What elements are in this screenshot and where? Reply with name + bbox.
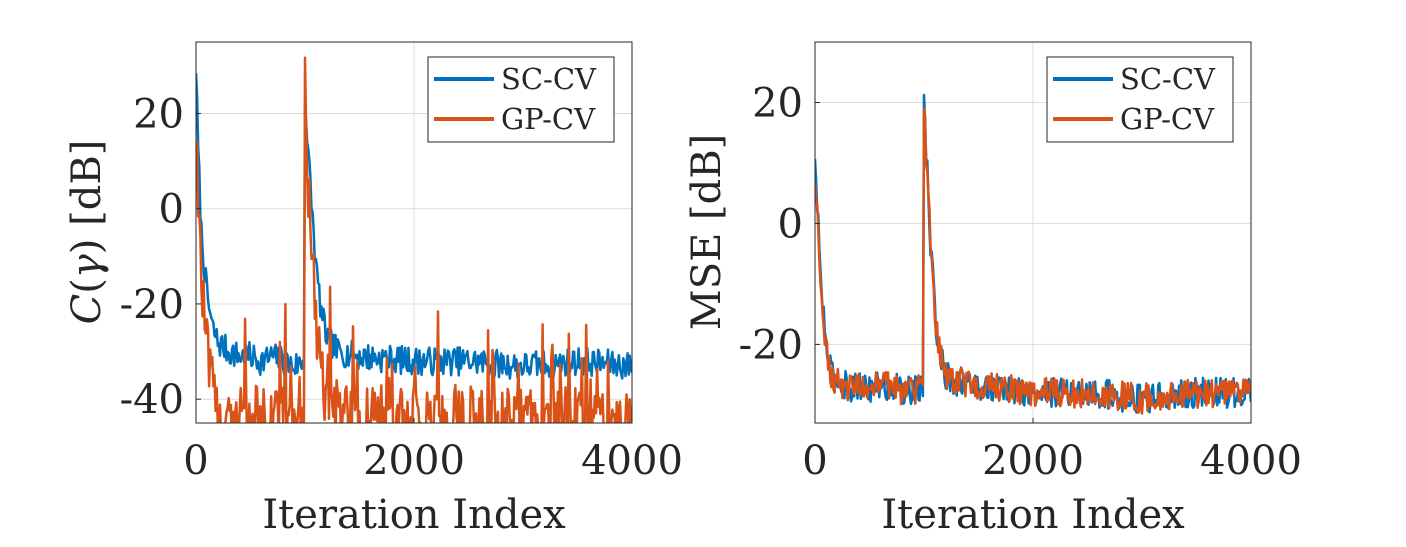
legend-box [1046,56,1234,143]
x-axis-label: Iteration Index [262,492,566,538]
y-tick-label: 20 [752,80,803,126]
y-tick-label: -40 [120,377,184,423]
x-tick-label: 4000 [1200,438,1302,484]
series-line-gp-cv [196,56,632,423]
x-axis-label: Iteration Index [881,492,1185,538]
x-tick-label: 0 [183,438,208,484]
tick-labels: 0 2000 4000 -40 -20 0 20 [120,91,683,484]
ticks [195,112,633,423]
x-tick-label: 2000 [982,438,1084,484]
series-layer [196,56,632,423]
y-tick-label: -20 [739,322,803,368]
legend-label-sc-cv: SC-CV [501,62,597,96]
y-tick-label: -20 [120,282,184,328]
y-tick-label: 0 [778,201,803,247]
legend-label-gp-cv: GP-CV [1120,102,1215,136]
x-tick-label: 2000 [363,438,465,484]
legend-label-gp-cv: GP-CV [501,102,596,136]
series-line-gp-cv [815,107,1251,415]
series-layer [815,93,1251,415]
y-tick-label: 0 [159,187,184,233]
legend: SC-CV GP-CV [427,56,615,143]
tick-labels: 0 2000 4000 -20 0 20 [739,80,1302,484]
mse-panel: 0 2000 4000 -20 0 20 Iteration Index MSE [dB]… [684,41,1302,538]
y-tick-label: 20 [133,91,184,137]
cost-panel: 0 2000 4000 -40 -20 0 20 Iteration Index C(γ) … [64,41,683,538]
x-tick-label: 0 [802,438,827,484]
x-tick-label: 4000 [581,438,683,484]
legend-box [427,56,615,143]
y-axis-label: MSE [dB] [684,134,730,330]
y-axis-label: C(γ) [dB] [64,140,110,325]
legend: SC-CV GP-CV [1046,56,1234,143]
legend-label-sc-cv: SC-CV [1120,62,1216,96]
ticks [814,101,1252,423]
